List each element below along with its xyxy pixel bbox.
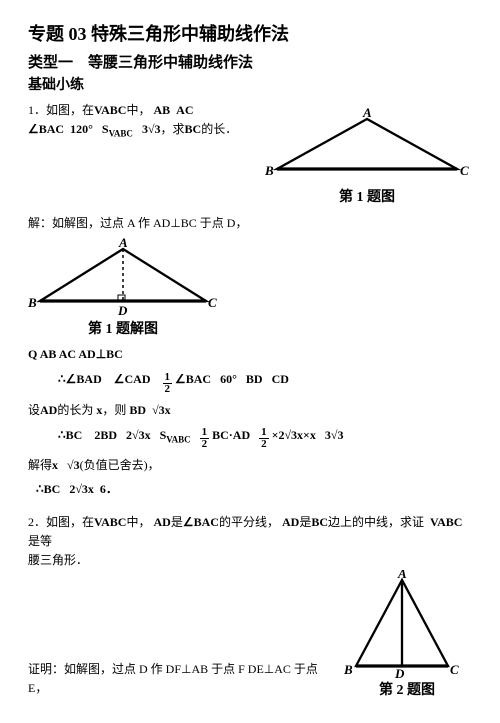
svg-text:D: D <box>117 303 128 318</box>
step-4: 解得x √3(负值已舍去)， <box>28 456 472 475</box>
figure-1-solution: A B C D <box>28 237 218 319</box>
svg-text:D: D <box>394 666 405 680</box>
q-line: Q AB AC AD⊥BC <box>28 345 472 364</box>
svg-text:C: C <box>450 662 459 677</box>
figure-1: A B C <box>262 107 472 187</box>
svg-text:B: B <box>264 163 274 178</box>
figure-1-caption: 第 1 题图 <box>262 187 472 209</box>
svg-text:B: B <box>28 295 37 310</box>
step-3: ∴BC 2BD 2√3x SVABC 12 BC·AD 12 ×2√3x×x 3… <box>58 426 472 450</box>
step-1: ∴∠BAD ∠CAD 12 ∠BAC 60° BD CD <box>58 370 472 394</box>
svg-text:A: A <box>362 107 372 120</box>
page-title: 专题 03 特殊三角形中辅助线作法 <box>28 20 472 49</box>
figure-1-sol-caption: 第 1 题解图 <box>28 319 218 341</box>
svg-text:C: C <box>460 163 469 178</box>
svg-text:A: A <box>118 237 128 250</box>
figure-2: A B D C <box>342 570 462 680</box>
step-5: ∴BC 2√3x 6． <box>36 480 472 499</box>
basic-label: 基础小练 <box>28 75 472 97</box>
svg-text:B: B <box>343 662 353 677</box>
svg-text:A: A <box>397 570 407 581</box>
step-2: 设AD的长为 x，则 BD √3x <box>28 401 472 420</box>
problem-1-stem: 1．如图，在VABC中， AB AC ∠BAC 120° SVABC 3√3，求… <box>28 101 252 141</box>
svg-text:C: C <box>208 295 217 310</box>
proof-line: 证明：如解图，过点 D 作 DF⊥AB 于点 F DE⊥AC 于点 E， <box>28 660 332 698</box>
type-label: 类型一 等腰三角形中辅助线作法 <box>28 51 472 75</box>
solution-intro: 解：如解图，过点 A 作 AD⊥BC 于点 D， <box>28 214 472 233</box>
figure-2-caption: 第 2 题图 <box>342 680 472 702</box>
problem-2-stem: 2．如图，在VABC中， AD是∠BAC的平分线， AD是BC边上的中线，求证 … <box>28 513 472 571</box>
